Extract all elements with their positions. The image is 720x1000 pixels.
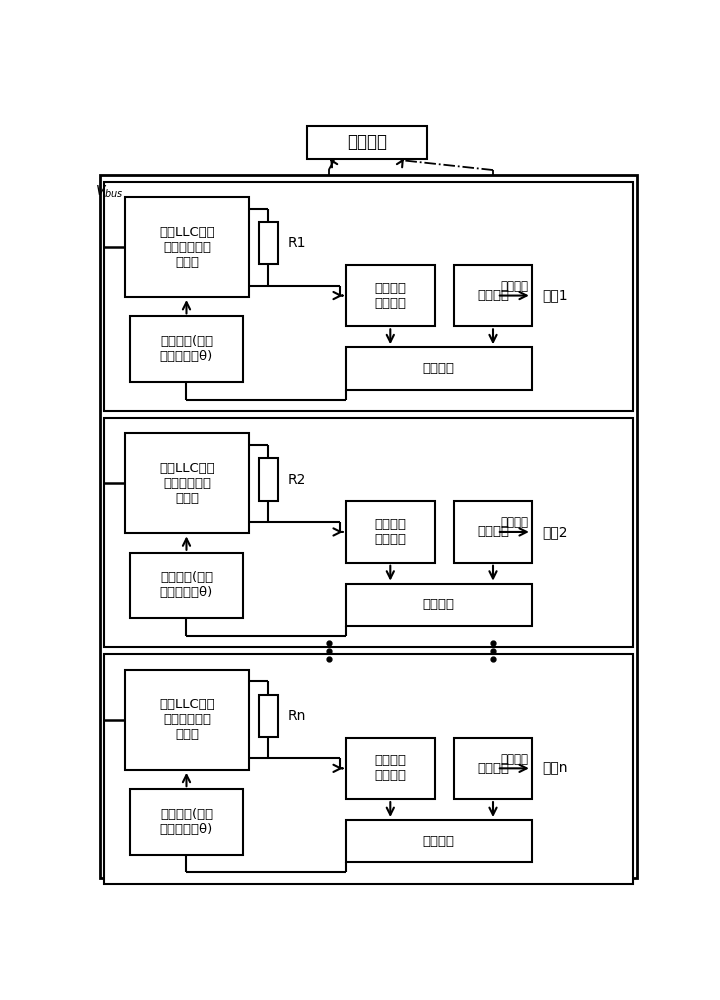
Text: 复合调制: 复合调制 <box>423 835 455 848</box>
Bar <box>454 501 532 563</box>
Text: 设备2: 设备2 <box>542 525 568 539</box>
Bar <box>130 316 243 382</box>
Text: 全桥LLC谐振
变换器交错并
联系统: 全桥LLC谐振 变换器交错并 联系统 <box>159 698 215 741</box>
Bar <box>130 789 243 855</box>
Bar <box>346 265 435 326</box>
Text: 驱动信号(两路
变换器移相θ): 驱动信号(两路 变换器移相θ) <box>160 571 213 599</box>
Text: 驱动信号(两路
变换器移相θ): 驱动信号(两路 变换器移相θ) <box>160 335 213 363</box>
Bar <box>258 695 278 737</box>
Bar <box>104 418 634 647</box>
Bar <box>454 738 532 799</box>
Bar <box>258 458 278 501</box>
Bar <box>104 654 634 884</box>
Text: 复合调制: 复合调制 <box>423 598 455 611</box>
Text: 数据编码: 数据编码 <box>477 762 509 775</box>
Bar <box>125 433 249 533</box>
Bar <box>346 347 532 389</box>
Bar <box>307 126 427 158</box>
Text: 发送数据: 发送数据 <box>500 280 528 293</box>
Bar <box>130 553 243 618</box>
Bar <box>346 820 532 862</box>
Text: 输出电压
闭环控制: 输出电压 闭环控制 <box>374 754 406 782</box>
Text: 复合调制: 复合调制 <box>423 362 455 375</box>
Text: 设备n: 设备n <box>542 761 568 775</box>
Text: 全桥LLC谐振
变换器交错并
联系统: 全桥LLC谐振 变换器交错并 联系统 <box>159 226 215 269</box>
Bar <box>258 222 278 264</box>
Text: 控制系统: 控制系统 <box>347 133 387 151</box>
Text: 输出电压
闭环控制: 输出电压 闭环控制 <box>374 282 406 310</box>
Bar <box>454 265 532 326</box>
Bar <box>104 182 634 411</box>
Bar <box>346 584 532 626</box>
Text: Rn: Rn <box>287 709 305 723</box>
Text: 设备1: 设备1 <box>542 289 568 303</box>
Text: 驱动信号(两路
变换器移相θ): 驱动信号(两路 变换器移相θ) <box>160 808 213 836</box>
Text: R2: R2 <box>287 473 305 487</box>
Bar <box>346 501 435 563</box>
Bar <box>125 197 249 297</box>
Text: R1: R1 <box>287 236 306 250</box>
Text: 数据编码: 数据编码 <box>477 289 509 302</box>
Text: 输出电压
闭环控制: 输出电压 闭环控制 <box>374 518 406 546</box>
Text: 发送数据: 发送数据 <box>500 516 528 529</box>
Bar <box>125 670 249 770</box>
Text: $V_{bus}$: $V_{bus}$ <box>94 183 123 200</box>
Text: 数据编码: 数据编码 <box>477 525 509 538</box>
Text: 全桥LLC谐振
变换器交错并
联系统: 全桥LLC谐振 变换器交错并 联系统 <box>159 462 215 505</box>
Text: 发送数据: 发送数据 <box>500 753 528 766</box>
Bar <box>346 738 435 799</box>
